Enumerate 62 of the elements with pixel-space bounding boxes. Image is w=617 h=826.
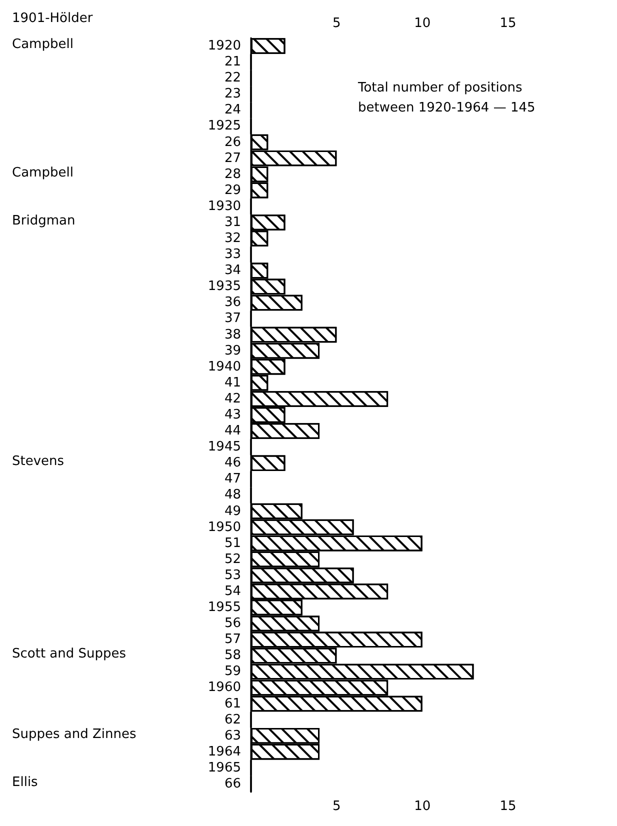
text: Bridgman [12,213,76,228]
x-tick-label: 10 [414,799,431,814]
y-tick-label: 24 [224,102,241,118]
text: Scott and Suppes [12,646,126,662]
y-tick-label: 1950 [208,520,241,535]
y-tick-label: 1960 [208,680,241,696]
y-tick-label: 57 [224,632,241,648]
y-tick-label: 56 [224,616,241,632]
y-tick-label: 28 [224,166,241,182]
y-tick-label: 63 [224,728,241,744]
y-tick-label: 47 [224,472,241,487]
text: Suppes and Zinnes [12,726,136,742]
y-tick-label: 32 [224,231,241,246]
text: Stevens [12,454,64,470]
x2-tick-label: 10 [414,16,431,31]
y-tick-label: 52 [224,552,241,567]
y-tick-label: 53 [224,568,241,583]
x-tick-label: 5 [332,799,341,814]
y-tick-label: 48 [224,488,241,503]
y-tick-label: 46 [224,456,241,471]
y-tick-label: 43 [224,408,241,422]
y-tick-label: 62 [224,712,241,728]
y-tick-label: 49 [224,504,241,519]
y-tick-label: 39 [224,343,241,358]
y-tick-label: 31 [224,214,241,230]
y-tick-label: 51 [224,536,241,551]
x2-tick-label: 15 [500,16,516,31]
y-tick-label: 29 [224,182,241,198]
text: 1901-Hölder [12,11,94,26]
y-tick-label: 33 [224,247,241,262]
y-tick-label: 1935 [208,279,241,294]
y-tick-label: 1925 [208,118,241,134]
y-tick-label: 1955 [208,600,241,616]
y-tick-label: 36 [224,295,241,310]
y-tick-label: 1965 [208,760,241,776]
y-tick-label: 23 [224,86,241,102]
y-tick-label: 34 [224,263,241,278]
y-tick-label: 1964 [208,744,241,760]
y-tick-label: 61 [224,696,241,712]
y-tick-label: 38 [224,327,241,342]
y-tick-label: 1945 [208,440,241,455]
y-tick-label: 22 [224,70,241,86]
y-tick-label: 37 [224,311,241,326]
y-tick-label: 26 [224,134,241,150]
y-tick-label: 66 [224,776,241,792]
y-tick-label: 1930 [208,198,241,214]
annotation: Total number of positions between 1920-1964 — 145 [357,80,536,116]
text: Campbell [12,37,74,52]
x-tick-label: 15 [500,799,516,814]
y-tick-label: 42 [224,391,241,406]
y-tick-label: 44 [224,424,241,439]
y-tick-label: 58 [224,648,241,664]
text: Ellis [12,774,38,790]
y-tick-label: 27 [224,150,241,166]
y-tick-label: 21 [224,54,241,70]
text: Campbell [12,165,74,180]
y-tick-label: 1940 [208,359,241,374]
y-tick-label: 59 [224,664,241,680]
y-tick-label: 54 [224,584,241,599]
y-tick-label: 1920 [208,38,241,54]
x2-tick-label: 5 [332,16,341,31]
y-tick-label: 41 [224,375,241,390]
